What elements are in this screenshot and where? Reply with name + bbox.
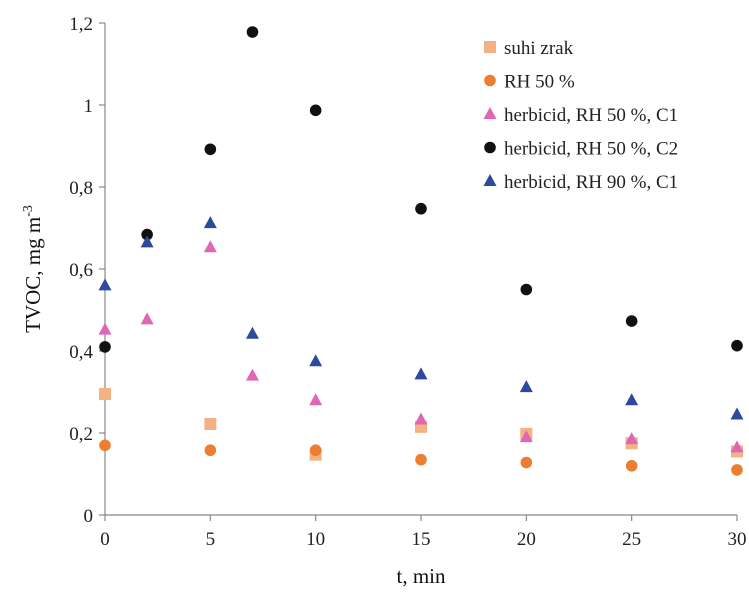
data-point [204, 417, 217, 430]
data-point [520, 283, 533, 296]
data-point [731, 464, 743, 476]
data-point [203, 240, 217, 253]
y-tick-label: 0,4 [69, 342, 93, 363]
x-tick-label: 25 [622, 529, 641, 550]
data-point [140, 312, 154, 325]
data-point [730, 407, 744, 420]
data-point [309, 354, 323, 367]
data-point [98, 278, 112, 291]
series-2 [99, 439, 743, 476]
x-tick-label: 0 [100, 529, 110, 550]
y-axis-title-superscript: -3 [21, 205, 36, 217]
data-point [415, 202, 427, 215]
legend-label: herbicid, RH 50 %, C2 [504, 139, 678, 160]
data-point [246, 26, 259, 38]
y-tick-label: 1 [84, 96, 94, 117]
legend-label: herbicid, RH 90 %, C1 [504, 172, 678, 193]
data-point [309, 444, 322, 457]
y-axis-title-main: TVOC, mg m [21, 217, 45, 333]
data-point [519, 430, 533, 443]
data-point [99, 388, 111, 401]
legend-marker [484, 74, 496, 87]
data-point [204, 444, 217, 457]
data-point [625, 315, 638, 327]
legend-label: suhi zrak [504, 38, 574, 59]
data-point [140, 235, 154, 248]
data-points [98, 26, 744, 476]
x-tick-label: 10 [306, 529, 325, 550]
x-axis-ticks: 0 5 10 15 20 25 30 [100, 515, 747, 550]
data-point [245, 368, 259, 381]
data-point [415, 453, 427, 466]
y-tick-label: 1,2 [69, 14, 93, 35]
x-tick-label: 15 [412, 529, 431, 550]
data-point [730, 440, 744, 453]
data-point [141, 228, 153, 241]
series-3 [98, 240, 744, 453]
data-point [731, 339, 743, 352]
x-tick-label: 5 [206, 529, 216, 550]
x-tick-label: 30 [728, 529, 747, 550]
legend-label: RH 50 % [504, 72, 575, 93]
legend-marker [484, 41, 496, 53]
y-axis-title: TVOC, mg m-3 [21, 205, 45, 333]
legend-marker [484, 141, 496, 154]
legend-marker [483, 107, 497, 119]
legend: suhi zrak RH 50 % herbicid, RH 50 %, C1 her… [483, 38, 678, 193]
series-5 [98, 216, 744, 420]
x-tick-label: 20 [517, 529, 536, 550]
y-tick-label: 0,8 [69, 178, 93, 199]
data-point [625, 393, 639, 406]
data-point [625, 460, 638, 472]
data-point [309, 393, 323, 406]
data-point [203, 216, 217, 229]
data-point [520, 456, 533, 469]
data-point [309, 104, 322, 117]
legend-label: herbicid, RH 50 %, C1 [504, 105, 678, 126]
data-point [414, 367, 428, 380]
data-point [98, 322, 112, 335]
y-tick-label: 0 [84, 506, 94, 527]
y-axis-ticks: 0 0,2 0,4 0,6 0,8 1 1,2 [69, 14, 105, 527]
data-point [245, 326, 259, 339]
data-point [625, 432, 639, 445]
legend-marker [483, 174, 497, 186]
data-point [519, 380, 533, 393]
y-tick-label: 0,6 [69, 260, 93, 281]
data-point [99, 439, 111, 452]
data-point [414, 412, 428, 425]
x-axis-title: t, min [396, 564, 446, 588]
data-point [99, 341, 111, 353]
y-tick-label: 0,2 [69, 424, 93, 445]
series-4 [99, 26, 743, 353]
data-point [204, 143, 217, 156]
axes [104, 23, 737, 516]
